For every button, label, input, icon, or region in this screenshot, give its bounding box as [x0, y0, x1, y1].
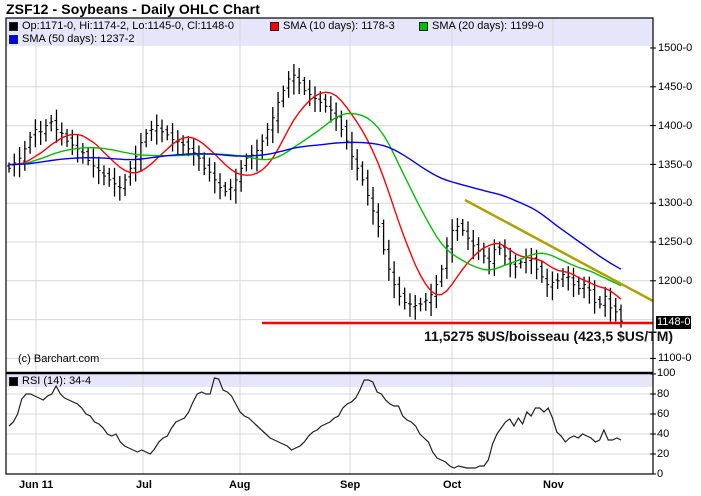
rsi-swatch-icon: [9, 376, 18, 386]
rsi-line: [8, 377, 622, 469]
price-tick: 1100-0: [658, 352, 692, 364]
rsi-tick: 80: [657, 388, 670, 400]
descending-trendline: [464, 198, 654, 303]
month-label: Aug: [229, 479, 251, 491]
ohlc-bars: [7, 64, 623, 328]
price-annotation: 11,5275 $US/boisseau (423,5 $US/TM): [424, 328, 674, 344]
month-label: Jul: [136, 479, 152, 491]
legend-sma20: SMA (20 days): 1199-0: [419, 20, 544, 32]
sma50-swatch-icon: [9, 34, 18, 44]
month-label: Oct: [443, 479, 462, 491]
rsi-tick: 0: [657, 468, 664, 480]
price-tick: 1450-0: [658, 81, 693, 93]
month-label: Jun 11: [19, 479, 54, 491]
last-price-label: 1148-0: [656, 316, 692, 329]
rsi-tick: 60: [657, 408, 670, 420]
sma20-legend-label: SMA (20 days): 1199-0: [432, 20, 544, 32]
legend-rsi: RSI (14): 34-4: [9, 375, 91, 387]
price-tick: 1400-0: [658, 120, 693, 132]
month-label: Sep: [340, 479, 361, 491]
ohlc-legend-label: Op:1171-0, Hi:1174-2, Lo:1145-0, Cl:1148…: [22, 20, 234, 32]
legend-ohlc: Op:1171-0, Hi:1174-2, Lo:1145-0, Cl:1148…: [9, 20, 234, 32]
legend-background: [6, 18, 653, 46]
rsi-legend-label: RSI (14): 34-4: [22, 375, 92, 387]
price-tick: 1350-0: [658, 159, 693, 171]
rsi-tick: 100: [657, 367, 676, 379]
sma10-legend-label: SMA (10 days): 1178-3: [283, 20, 395, 32]
grid-lines: [6, 18, 653, 474]
price-tick: 1300-0: [658, 197, 693, 209]
axis-ticks: [650, 47, 656, 475]
rsi-tick: 20: [657, 448, 670, 460]
legend-sma10: SMA (10 days): 1178-3: [270, 20, 395, 32]
sma20-swatch-icon: [419, 21, 428, 31]
month-label: Nov: [543, 479, 564, 491]
rsi-legend-background: [6, 374, 653, 387]
chart-frame: [5, 17, 654, 475]
sma10-swatch-icon: [270, 21, 279, 31]
chart-title: ZSF12 - Soybeans - Daily OHLC Chart: [6, 1, 260, 17]
sma50-legend-label: SMA (50 days): 1237-2: [22, 33, 135, 45]
legend-sma50: SMA (50 days): 1237-2: [9, 33, 135, 45]
rsi-tick: 40: [657, 428, 670, 440]
copyright-credit: (c) Barchart.com: [18, 353, 100, 365]
moving-averages: [8, 91, 622, 300]
price-tick: 1250-0: [658, 236, 693, 248]
price-tick: 1500-0: [658, 42, 693, 54]
ohlc-swatch-icon: [9, 21, 18, 31]
price-tick: 1200-0: [658, 275, 693, 287]
